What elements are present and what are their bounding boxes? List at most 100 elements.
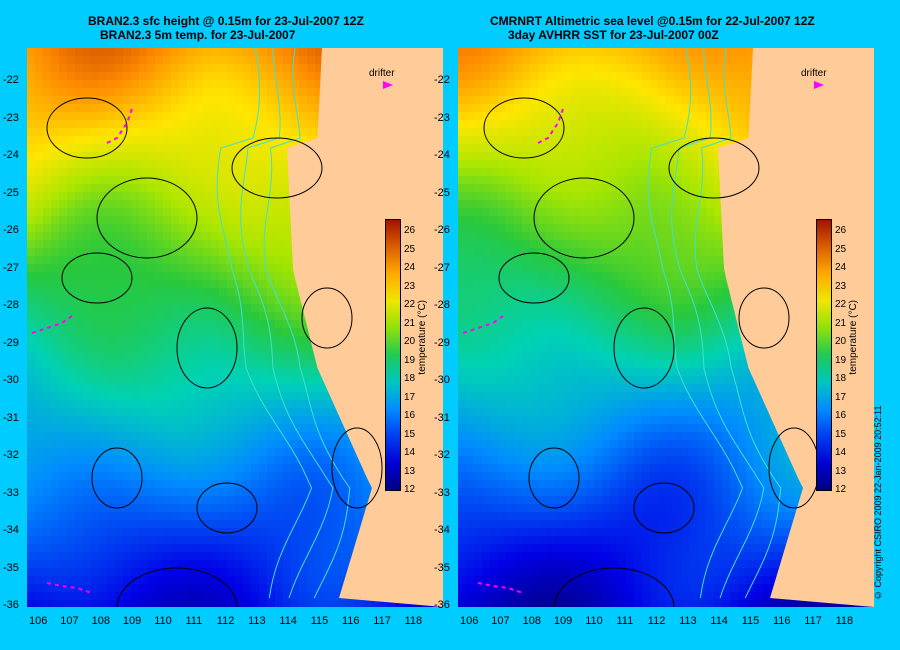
lat-tick-label: -35 <box>3 561 19 574</box>
lat-tick-label: -33 <box>3 486 19 499</box>
lon-tick-label: 116 <box>773 615 791 627</box>
lon-tick-label: 116 <box>342 615 360 627</box>
colorbar-tick-label: 17 <box>404 391 416 403</box>
lat-tick-label: -22 <box>3 74 19 86</box>
sea-level-contour <box>528 447 580 509</box>
sea-level-contour <box>176 307 238 389</box>
colorbar-tick-label: 14 <box>835 447 847 458</box>
lon-tick-label: 107 <box>60 615 79 627</box>
lon-tick-label: 118 <box>404 615 423 627</box>
lat-tick-label: -24 <box>3 149 19 161</box>
colorbar-tick-label: 26 <box>404 225 416 236</box>
lat-tick-label: -27 <box>434 261 450 274</box>
lat-tick-label: -34 <box>3 524 19 536</box>
colorbar-tick-label: 14 <box>404 447 416 458</box>
colorbar-tick-label: 23 <box>404 280 416 292</box>
lat-tick-label: -35 <box>434 561 450 574</box>
colorbar-tick-label: 19 <box>404 354 416 366</box>
colorbar-tick-label: 23 <box>835 280 847 292</box>
sea-level-contour <box>533 177 635 259</box>
sea-level-contour <box>46 97 128 159</box>
right-panel-title-line2: 3day AVHRR SST for 23-Jul-2007 00Z <box>508 28 719 42</box>
colorbar-tick-label: 13 <box>404 465 416 477</box>
colorbar-tick-label: 16 <box>835 410 847 421</box>
lat-tick-label: -36 <box>3 599 19 611</box>
left-drifter-label: drifter <box>369 68 395 79</box>
right-map-panel <box>458 48 874 607</box>
copyright-text: © Copyright CSIRO 2009 22-Jan-2009 20:52… <box>873 405 883 600</box>
lon-tick-label: 113 <box>248 615 266 627</box>
colorbar-tick-label: 15 <box>404 428 416 440</box>
lon-tick-label: 114 <box>279 615 297 627</box>
colorbar-tick-label: 24 <box>404 262 416 273</box>
colorbar-tick-label: 22 <box>835 299 847 310</box>
left-colorbar-label: temperature (°C) <box>417 300 428 375</box>
lon-tick-label: 107 <box>491 615 510 627</box>
sea-level-contour <box>633 482 695 534</box>
colorbar-tick-label: 19 <box>835 354 847 366</box>
sea-level-contour <box>301 287 353 349</box>
sea-level-contour <box>231 137 323 199</box>
sea-level-contour <box>613 307 675 389</box>
lat-tick-label: -27 <box>3 261 19 274</box>
lon-tick-label: 115 <box>741 615 760 627</box>
bathymetry-contour <box>240 48 334 599</box>
lon-tick-label: 111 <box>185 615 203 627</box>
left-colorbar <box>385 219 401 491</box>
sea-level-contour <box>498 252 570 304</box>
drifter-arrow-icon <box>383 81 393 89</box>
lat-tick-label: -25 <box>434 186 450 199</box>
colorbar-tick-label: 25 <box>835 243 847 255</box>
lon-tick-label: 118 <box>835 615 854 627</box>
lat-tick-label: -32 <box>434 449 450 461</box>
lat-tick-label: -23 <box>3 111 19 124</box>
lat-tick-label: -25 <box>3 186 19 199</box>
colorbar-tick-label: 21 <box>835 317 847 329</box>
colorbar-tick-label: 22 <box>404 299 416 310</box>
lat-tick-label: -33 <box>434 486 450 499</box>
left-panel-title-line2: BRAN2.3 5m temp. for 23-Jul-2007 <box>100 28 296 42</box>
right-panel-title-line1: CMRNRT Altimetric sea level @0.15m for 2… <box>490 14 815 28</box>
bathymetry-contour <box>694 48 782 599</box>
sea-level-contour <box>116 567 238 607</box>
colorbar-tick-label: 20 <box>404 336 416 347</box>
colorbar-tick-label: 17 <box>835 391 847 403</box>
lat-tick-label: -22 <box>434 74 450 86</box>
lon-tick-label: 110 <box>154 615 172 627</box>
left-map-panel <box>27 48 443 607</box>
colorbar-tick-label: 18 <box>835 373 847 384</box>
lon-tick-label: 117 <box>804 615 822 627</box>
colorbar-tick-label: 12 <box>404 484 416 495</box>
colorbar-tick-label: 21 <box>404 317 416 329</box>
lon-tick-label: 109 <box>553 615 573 627</box>
left-panel-title-line1: BRAN2.3 sfc height @ 0.15m for 23-Jul-20… <box>88 14 364 28</box>
lon-tick-label: 108 <box>91 615 110 627</box>
lat-tick-label: -31 <box>434 411 450 424</box>
lat-tick-label: -24 <box>434 149 450 161</box>
bathymetry-contour <box>647 48 744 599</box>
land-mass <box>718 48 874 607</box>
right-sst-map <box>458 48 874 607</box>
colorbar-tick-label: 20 <box>835 336 847 347</box>
sea-level-contour <box>96 177 198 259</box>
right-colorbar <box>816 219 832 491</box>
bathymetry-contour <box>263 48 351 599</box>
lon-tick-label: 112 <box>216 615 235 627</box>
lat-tick-label: -30 <box>434 374 450 386</box>
right-drifter-label: drifter <box>801 68 827 79</box>
sea-level-contour <box>738 287 790 349</box>
lat-tick-label: -36 <box>434 599 450 611</box>
lat-tick-label: -32 <box>3 449 19 461</box>
colorbar-tick-label: 18 <box>404 373 416 384</box>
sea-level-contour <box>196 482 258 534</box>
drifter-arrow-icon <box>814 81 824 89</box>
colorbar-tick-label: 26 <box>835 225 847 236</box>
bathymetry-contour <box>216 48 313 599</box>
bathymetry-contour <box>671 48 765 599</box>
lon-tick-label: 108 <box>522 615 541 627</box>
lat-tick-label: -30 <box>3 374 19 386</box>
lat-tick-label: -29 <box>434 336 450 349</box>
lat-tick-label: -29 <box>3 336 19 349</box>
left-sst-map <box>27 48 443 607</box>
lat-tick-label: -26 <box>3 224 19 236</box>
